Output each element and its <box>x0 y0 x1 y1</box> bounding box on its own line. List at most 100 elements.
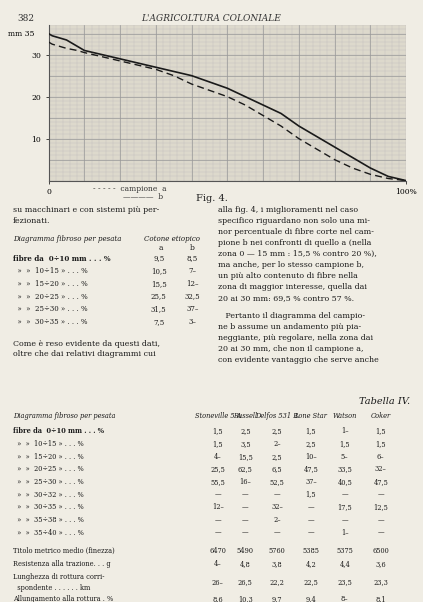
Text: 12–: 12– <box>186 280 199 288</box>
Text: Diagramma fibroso per pesata: Diagramma fibroso per pesata <box>13 235 121 243</box>
Text: b: b <box>190 244 195 252</box>
Text: 26–: 26– <box>212 579 224 586</box>
Text: 3,5: 3,5 <box>240 440 251 448</box>
Text: —: — <box>242 529 249 536</box>
Text: 9,4: 9,4 <box>305 595 316 602</box>
Text: »  »  15÷20 » . . . %: » » 15÷20 » . . . % <box>13 280 88 288</box>
Text: 10,5: 10,5 <box>151 267 167 275</box>
Text: »  »  35÷38 » . . . %: » » 35÷38 » . . . % <box>13 516 84 524</box>
Text: 4,4: 4,4 <box>339 560 350 568</box>
Text: —: — <box>308 503 314 511</box>
Text: Cotone etiopico: Cotone etiopico <box>144 235 200 243</box>
Text: 5490: 5490 <box>237 547 254 555</box>
Text: —: — <box>214 491 221 498</box>
Text: »  »  30÷35 » . . . %: » » 30÷35 » . . . % <box>13 503 83 511</box>
Text: »  »  20÷25 » . . . %: » » 20÷25 » . . . % <box>13 293 88 300</box>
Text: 12–: 12– <box>212 503 224 511</box>
Text: 32,5: 32,5 <box>185 293 200 300</box>
Text: su macchinari e con sistemi più per-: su macchinari e con sistemi più per- <box>13 206 159 214</box>
Text: 25,5: 25,5 <box>210 465 225 473</box>
Text: 5760: 5760 <box>269 547 286 555</box>
Text: 15,5: 15,5 <box>151 280 167 288</box>
Text: 26,5: 26,5 <box>238 579 253 586</box>
Text: Fig. 4.: Fig. 4. <box>195 194 228 203</box>
Text: 32–: 32– <box>271 503 283 511</box>
Text: —: — <box>214 529 221 536</box>
Text: 4,8: 4,8 <box>240 560 251 568</box>
Text: ————  b: ———— b <box>123 193 163 201</box>
Text: 7,5: 7,5 <box>153 318 164 326</box>
Text: 6,5: 6,5 <box>272 465 283 473</box>
Text: fezionati.: fezionati. <box>13 217 50 225</box>
Text: 6470: 6470 <box>209 547 226 555</box>
Text: 3,6: 3,6 <box>375 560 386 568</box>
Text: Come è reso evidente da questi dati,: Come è reso evidente da questi dati, <box>13 340 160 347</box>
Text: »  »  10÷15 » . . . %: » » 10÷15 » . . . % <box>13 267 88 275</box>
Text: 2–: 2– <box>273 516 281 524</box>
Text: Coker: Coker <box>371 412 391 420</box>
Text: 37–: 37– <box>186 305 199 313</box>
Text: 37–: 37– <box>305 478 317 486</box>
Text: 8,5: 8,5 <box>187 255 198 262</box>
Text: 4–: 4– <box>214 453 222 461</box>
Text: 32–: 32– <box>375 465 387 473</box>
Text: 1,5: 1,5 <box>339 440 350 448</box>
Text: mm 35: mm 35 <box>8 29 34 38</box>
Text: 8–: 8– <box>341 595 349 602</box>
Text: —: — <box>242 516 249 524</box>
Text: alla fig. 4, i miglioramenti nel caso
specifico riguardano non solo una mi-
nor : alla fig. 4, i miglioramenti nel caso sp… <box>218 206 377 302</box>
Text: —: — <box>214 516 221 524</box>
Text: 17,5: 17,5 <box>338 503 352 511</box>
Text: 2,5: 2,5 <box>240 427 251 435</box>
Text: —: — <box>274 529 280 536</box>
Text: Delfos 531 B: Delfos 531 B <box>255 412 299 420</box>
Text: 3–: 3– <box>189 318 196 326</box>
Text: 6500: 6500 <box>372 547 389 555</box>
Text: fibre da  0÷10 mm . . . %: fibre da 0÷10 mm . . . % <box>13 255 110 262</box>
Text: 3,8: 3,8 <box>272 560 283 568</box>
Text: spondente . . . . . . km: spondente . . . . . . km <box>13 584 90 592</box>
Text: Lunghezza di rottura corri-: Lunghezza di rottura corri- <box>13 573 104 580</box>
Text: —: — <box>274 491 280 498</box>
Text: 4,2: 4,2 <box>305 560 316 568</box>
Text: 1,5: 1,5 <box>375 427 386 435</box>
Text: 9,7: 9,7 <box>272 595 282 602</box>
Text: —: — <box>377 491 384 498</box>
Text: »  »  25÷30 » . . . %: » » 25÷30 » . . . % <box>13 305 87 313</box>
Text: Diagramma fibroso per pesata: Diagramma fibroso per pesata <box>13 412 115 420</box>
Text: 31,5: 31,5 <box>151 305 166 313</box>
Text: 2–: 2– <box>273 440 281 448</box>
Text: 10–: 10– <box>305 453 317 461</box>
Text: 25,5: 25,5 <box>151 293 167 300</box>
Text: Titolo metrico medio (finezza): Titolo metrico medio (finezza) <box>13 547 115 555</box>
Text: —: — <box>377 529 384 536</box>
Text: 5–: 5– <box>341 453 349 461</box>
Text: 1–: 1– <box>341 529 349 536</box>
Text: 1,5: 1,5 <box>305 427 316 435</box>
Text: »  »  15÷20 » . . . %: » » 15÷20 » . . . % <box>13 453 83 461</box>
Text: Lone Star: Lone Star <box>294 412 327 420</box>
Text: 12,5: 12,5 <box>373 503 388 511</box>
Text: —: — <box>242 491 249 498</box>
Text: 1,5: 1,5 <box>212 427 223 435</box>
Text: 47,5: 47,5 <box>373 478 388 486</box>
Text: Stoneville 5 A: Stoneville 5 A <box>195 412 241 420</box>
Text: 4–: 4– <box>214 560 222 568</box>
Text: L'AGRICOLTURA COLONIALE: L'AGRICOLTURA COLONIALE <box>142 14 281 23</box>
Text: —: — <box>308 529 314 536</box>
Text: Watson: Watson <box>332 412 357 420</box>
Text: »  »  20÷25 » . . . %: » » 20÷25 » . . . % <box>13 465 83 473</box>
Text: a: a <box>159 244 163 252</box>
Text: oltre che dai relativi diagrammi cui: oltre che dai relativi diagrammi cui <box>13 350 155 358</box>
Text: 52,5: 52,5 <box>269 478 285 486</box>
Text: »  »  30÷35 » . . . %: » » 30÷35 » . . . % <box>13 318 87 326</box>
Text: 23,3: 23,3 <box>373 579 388 586</box>
Text: 22,2: 22,2 <box>269 579 285 586</box>
Text: 10,3: 10,3 <box>238 595 253 602</box>
Text: 7–: 7– <box>189 267 196 275</box>
Text: 2,5: 2,5 <box>272 453 283 461</box>
Text: 1,5: 1,5 <box>212 440 223 448</box>
Text: Russell: Russell <box>233 412 258 420</box>
Text: fibre da  0÷10 mm . . . %: fibre da 0÷10 mm . . . % <box>13 427 104 435</box>
Text: 47,5: 47,5 <box>303 465 319 473</box>
